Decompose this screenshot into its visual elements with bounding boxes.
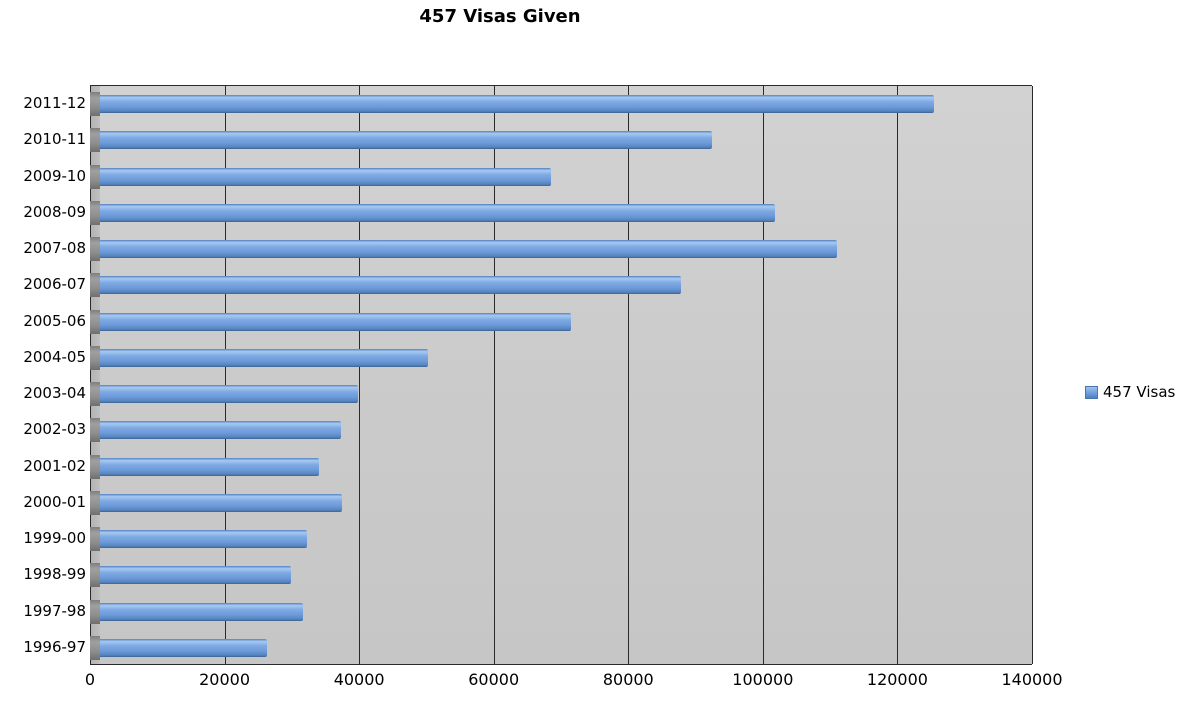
bar-row — [90, 454, 1032, 479]
y-tick-label: 2002-03 — [23, 420, 86, 439]
legend-label: 457 Visas — [1103, 383, 1176, 401]
y-tick-label: 2004-05 — [23, 347, 86, 366]
y-tick-label: 1997-98 — [23, 601, 86, 620]
bar-row — [90, 635, 1032, 660]
y-tick-label: 2010-11 — [23, 130, 86, 149]
y-tick-label: 2000-01 — [23, 492, 86, 511]
gridline — [90, 86, 91, 664]
bar-wall-notch — [90, 164, 100, 189]
x-tick-label: 120000 — [866, 670, 928, 689]
legend: 457 Visas — [1085, 383, 1175, 401]
chart-title: 457 Visas Given — [419, 6, 581, 27]
bar-wall-notch — [90, 599, 100, 624]
bar — [100, 385, 358, 404]
bar-row — [90, 527, 1032, 552]
x-tick-label: 140000 — [1001, 670, 1063, 689]
bar-row — [90, 599, 1032, 624]
gridline — [628, 86, 630, 664]
bar-wall-notch — [90, 273, 100, 298]
bar — [100, 566, 292, 585]
gridline — [224, 86, 226, 664]
bar — [100, 638, 267, 657]
x-axis: 0 20000 40000 60000 80000 100000 120000 140000 — [85, 670, 1063, 694]
y-tick-label: 1996-97 — [23, 637, 86, 656]
x-tick-label: 80000 — [602, 670, 654, 689]
bar-wall-notch — [90, 527, 100, 552]
bar-row — [90, 237, 1032, 262]
y-tick-label: 1998-99 — [23, 565, 86, 584]
bar-row — [90, 345, 1032, 370]
bar — [100, 421, 341, 440]
gridline — [359, 86, 361, 664]
bar-wall-notch — [90, 635, 100, 660]
bar — [100, 457, 319, 476]
bar-wall-notch — [90, 418, 100, 443]
bar-row — [90, 273, 1032, 298]
legend-swatch-icon — [1085, 385, 1098, 399]
plot-side-wall — [90, 86, 100, 664]
y-tick-label: 2005-06 — [23, 311, 86, 330]
bar-wall-notch — [90, 128, 100, 153]
y-tick-label: 2011-12 — [23, 94, 86, 113]
bar-row — [90, 418, 1032, 443]
x-tick-label: 100000 — [732, 670, 794, 689]
bar-row — [90, 309, 1032, 334]
bar — [100, 348, 428, 367]
bar-wall-notch — [90, 490, 100, 515]
bar — [100, 131, 713, 150]
bar-wall-notch — [90, 382, 100, 407]
y-tick-label: 2001-02 — [23, 456, 86, 475]
y-axis: 2011-12 2010-11 2009-10 2008-09 2007-08 2006-… — [0, 85, 86, 665]
gridline — [493, 86, 495, 664]
y-tick-label: 2008-09 — [23, 202, 86, 221]
x-tick-label: 0 — [84, 670, 96, 689]
bar-wall-notch — [90, 200, 100, 225]
bar-wall-notch — [90, 92, 100, 117]
x-tick-label: 20000 — [199, 670, 251, 689]
plot-area — [90, 85, 1033, 665]
bar — [100, 240, 837, 259]
gridline — [762, 86, 764, 664]
gridline — [1032, 86, 1033, 664]
bar — [100, 95, 935, 114]
bar — [100, 312, 572, 331]
bar — [100, 167, 551, 186]
y-tick-label: 1999-00 — [23, 529, 86, 548]
bar-row — [90, 563, 1032, 588]
bar-row — [90, 382, 1032, 407]
bar-row — [90, 128, 1032, 153]
bar-row — [90, 92, 1032, 117]
bar — [100, 276, 681, 295]
bar — [100, 530, 307, 549]
y-tick-label: 2003-04 — [23, 384, 86, 403]
y-tick-label: 2007-08 — [23, 239, 86, 258]
y-tick-label: 2009-10 — [23, 166, 86, 185]
bar-row — [90, 164, 1032, 189]
gridline — [897, 86, 899, 664]
bar-row — [90, 200, 1032, 225]
y-tick-label: 2006-07 — [23, 275, 86, 294]
bar-wall-notch — [90, 563, 100, 588]
bar-row — [90, 490, 1032, 515]
x-tick-label: 40000 — [333, 670, 385, 689]
bar-wall-notch — [90, 237, 100, 262]
bar — [100, 602, 304, 621]
bar-wall-notch — [90, 345, 100, 370]
bar-wall-notch — [90, 454, 100, 479]
bar — [100, 493, 342, 512]
x-tick-label: 60000 — [468, 670, 520, 689]
bar — [100, 203, 775, 222]
bar-wall-notch — [90, 309, 100, 334]
